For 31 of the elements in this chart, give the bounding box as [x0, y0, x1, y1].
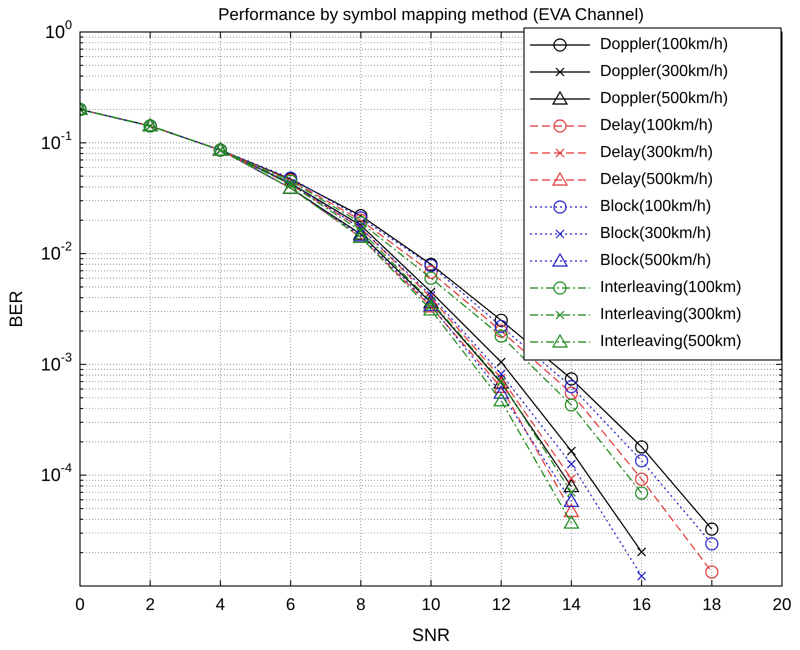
- legend-label: Doppler(300km/h): [600, 63, 728, 80]
- x-tick-label: 4: [216, 595, 226, 614]
- legend-label: Interleaving(500km): [600, 333, 742, 350]
- legend-label: Interleaving(300km): [600, 306, 742, 324]
- y-tick-label: 10$^{-1}$: [40, 129, 72, 153]
- x-tick-label: 6: [286, 595, 296, 614]
- x-tick-label: 12: [492, 595, 511, 614]
- x-tick-label: 10: [422, 595, 440, 614]
- y-tick-label: 10$^{-3}$: [40, 350, 72, 374]
- chart-title: Performance by symbol mapping method (EVA Channel): [218, 5, 644, 24]
- x-tick-label: 20: [772, 595, 792, 614]
- x-axis-title: SNR: [412, 625, 450, 645]
- x-tick-label: 0: [75, 595, 85, 614]
- x-tick-label: 8: [356, 595, 366, 614]
- legend-label: Block(300km/h): [600, 225, 712, 242]
- x-tick-label: 14: [562, 595, 581, 614]
- y-axis-title: BER: [6, 290, 26, 328]
- legend-label: Interleaving(100km): [600, 279, 742, 296]
- legend-label: Block(500km/h): [600, 252, 712, 270]
- legend-label: Delay(500km/h): [600, 171, 713, 188]
- y-tick-label: 10$^{0}$: [44, 18, 72, 42]
- legend-label: Delay(300km/h): [600, 144, 713, 162]
- legend-label: Delay(100km/h): [600, 117, 713, 134]
- y-tick-label: 10$^{-2}$: [40, 240, 72, 264]
- legend-label: Block(100km/h): [600, 198, 712, 216]
- x-tick-label: 16: [632, 595, 652, 614]
- y-tick-label: 10$^{-4}$: [40, 462, 72, 485]
- legend-label: Doppler(500km/h): [600, 90, 728, 108]
- legend-label: Doppler(100km/h): [600, 36, 728, 54]
- x-tick-label: 2: [145, 595, 155, 614]
- x-tick-label: 18: [702, 595, 722, 614]
